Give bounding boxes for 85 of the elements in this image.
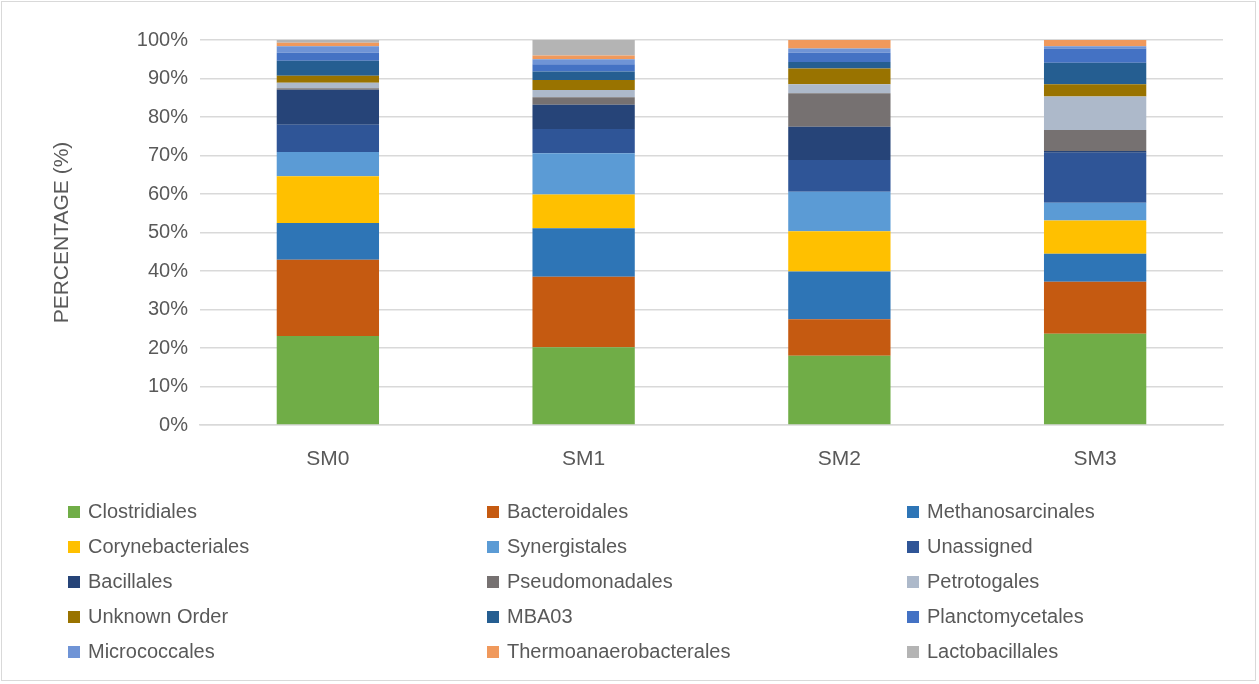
legend-label: Pseudomonadales [507, 570, 673, 593]
bar [788, 93, 891, 127]
bar [276, 259, 380, 337]
bar [532, 194, 635, 229]
bar [532, 71, 635, 81]
legend-label: MBA03 [507, 605, 573, 628]
legend-label: Micrococcales [88, 640, 215, 663]
bar [532, 276, 635, 348]
bar [788, 52, 891, 62]
y-tick-label: 50% [147, 220, 189, 243]
bar [276, 336, 380, 425]
bar [532, 128, 635, 154]
bar [1043, 202, 1147, 221]
bar [276, 40, 380, 43]
legend-label: Methanosarcinales [927, 500, 1095, 523]
bar [1043, 152, 1147, 203]
bar [788, 160, 891, 192]
bar [276, 82, 380, 89]
bar [788, 40, 891, 49]
bar [788, 191, 891, 232]
y-tick-label: 80% [147, 104, 189, 127]
bar [1043, 40, 1147, 47]
bar [1043, 84, 1147, 97]
legend-label: Planctomycetales [927, 605, 1084, 628]
bar [788, 319, 891, 356]
x-tick-label: SM0 [306, 446, 350, 470]
legend-label: Bacteroidales [507, 500, 629, 523]
bar [532, 90, 635, 98]
bar [276, 52, 380, 61]
bar [532, 80, 635, 91]
legend-label: Lactobacillales [927, 640, 1059, 663]
legend-label: Unknown Order [88, 605, 229, 628]
y-tick-label: 60% [147, 181, 189, 204]
bar [1043, 48, 1147, 63]
bar [788, 355, 891, 425]
legend-label: Synergistales [507, 535, 628, 558]
y-tick-label: 40% [147, 258, 189, 281]
y-tick-label: 90% [147, 66, 189, 89]
bar [532, 104, 635, 129]
bar [788, 48, 891, 53]
bar [532, 97, 635, 105]
bar [276, 89, 380, 125]
bar [532, 59, 635, 65]
bar [1043, 96, 1147, 131]
bar [788, 68, 891, 85]
y-tick-label: 30% [147, 297, 189, 320]
bar [788, 61, 891, 69]
bar [276, 124, 380, 153]
bar [788, 271, 891, 320]
bar [788, 231, 891, 272]
legend-label: Corynebacteriales [88, 535, 250, 558]
y-tick-label: 0% [159, 412, 189, 435]
bar [532, 40, 635, 56]
bar [276, 75, 380, 83]
legend-label: Clostridiales [88, 500, 197, 523]
bar [532, 55, 635, 60]
legend-label: Petrotogales [927, 570, 1040, 593]
y-tick-label: 100% [136, 27, 189, 50]
x-tick-label: SM3 [1073, 446, 1117, 470]
x-tick-label: SM1 [562, 446, 606, 470]
legend-label: Bacillales [88, 570, 173, 593]
bar [532, 228, 635, 277]
bar [1043, 253, 1147, 282]
bar [276, 60, 380, 76]
y-tick-label: 70% [147, 143, 189, 166]
legend-label: Thermoanaerobacterales [507, 640, 731, 663]
y-tick-label: 20% [147, 335, 189, 358]
bar [276, 46, 380, 53]
bar [1043, 281, 1147, 334]
bar [788, 126, 891, 161]
bar [532, 347, 635, 425]
bar [1043, 220, 1147, 254]
y-axis-title: PERCENTAGE (%) [49, 141, 73, 324]
y-tick-label: 10% [147, 374, 189, 397]
bar [1043, 62, 1147, 85]
x-tick-label: SM2 [817, 446, 861, 470]
legend-label: Unassigned [927, 535, 1033, 558]
bar [788, 84, 891, 94]
bar [1043, 333, 1147, 425]
bar [276, 176, 380, 223]
bar [276, 152, 380, 177]
bar [532, 153, 635, 195]
bar [1043, 130, 1147, 151]
bar [532, 64, 635, 72]
bar [276, 222, 380, 260]
